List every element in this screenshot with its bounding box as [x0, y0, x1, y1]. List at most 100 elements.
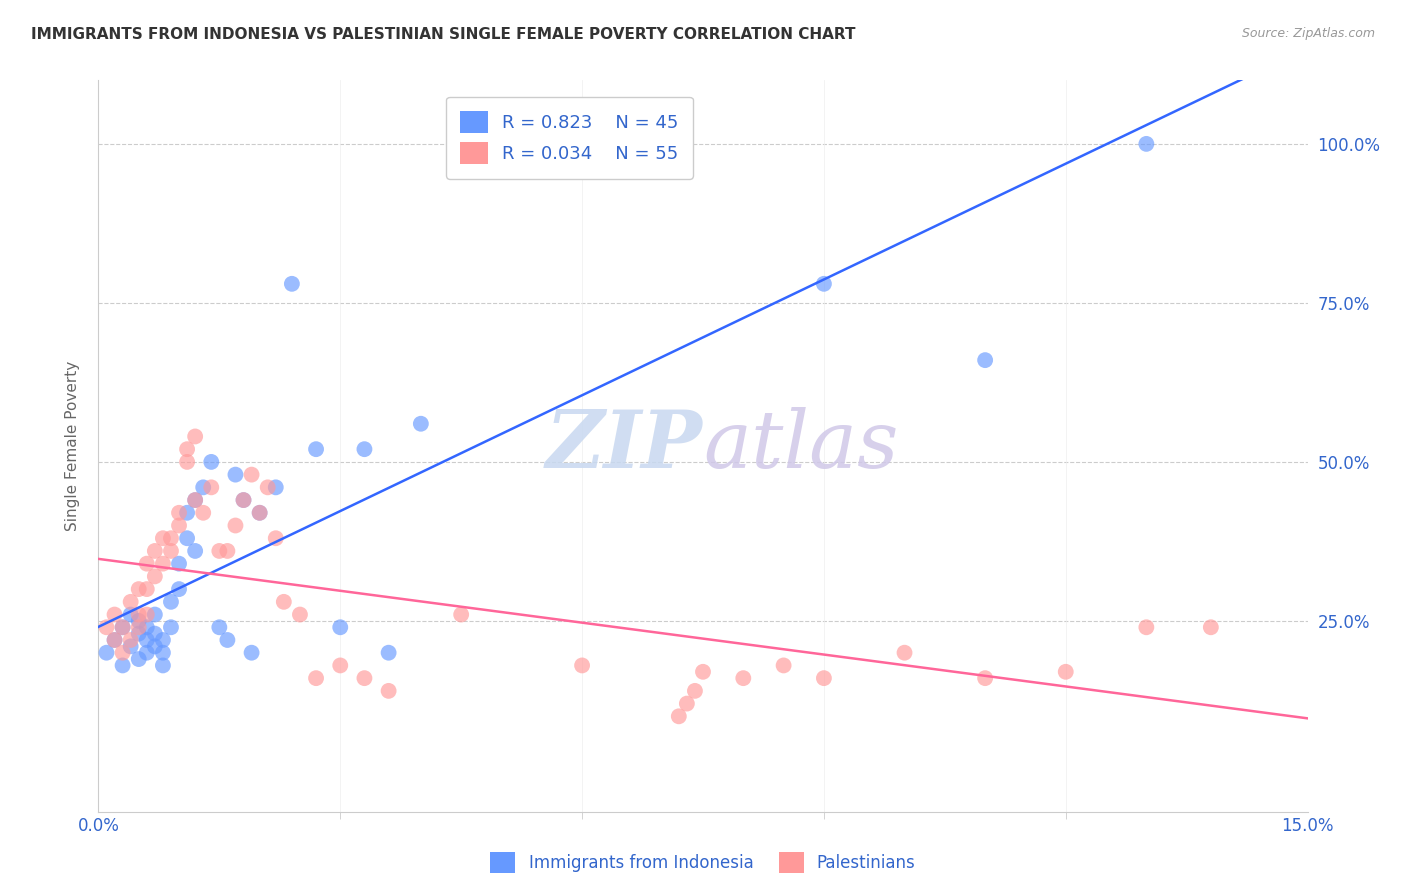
Point	[160, 595, 183, 609]
Point	[208, 544, 231, 558]
Point	[96, 646, 118, 660]
Point	[256, 480, 278, 494]
Point	[111, 620, 134, 634]
Text: IMMIGRANTS FROM INDONESIA VS PALESTINIAN SINGLE FEMALE POVERTY CORRELATION CHART: IMMIGRANTS FROM INDONESIA VS PALESTINIAN…	[31, 27, 855, 42]
Point	[974, 671, 997, 685]
Point	[128, 626, 150, 640]
Point	[135, 582, 157, 596]
Point	[184, 493, 207, 508]
Point	[152, 531, 174, 545]
Point	[288, 607, 311, 622]
Point	[224, 518, 246, 533]
Text: Source: ZipAtlas.com: Source: ZipAtlas.com	[1241, 27, 1375, 40]
Point	[305, 442, 328, 457]
Point	[167, 506, 190, 520]
Point	[120, 595, 142, 609]
Point	[232, 493, 254, 508]
Point	[103, 607, 125, 622]
Point	[193, 480, 215, 494]
Point	[135, 646, 157, 660]
Point	[184, 429, 207, 443]
Point	[264, 480, 287, 494]
Legend: R = 0.823    N = 45, R = 0.034    N = 55: R = 0.823 N = 45, R = 0.034 N = 55	[446, 96, 693, 178]
Point	[143, 640, 166, 654]
Point	[893, 646, 915, 660]
Point	[167, 582, 190, 596]
Point	[974, 353, 997, 368]
Point	[152, 658, 174, 673]
Point	[200, 480, 222, 494]
Point	[692, 665, 714, 679]
Point	[353, 671, 375, 685]
Point	[160, 620, 183, 634]
Point	[305, 671, 328, 685]
Point	[160, 544, 183, 558]
Point	[249, 506, 271, 520]
Point	[111, 620, 134, 634]
Point	[224, 467, 246, 482]
Point	[143, 626, 166, 640]
Point	[176, 442, 198, 457]
Point	[1199, 620, 1222, 634]
Point	[813, 277, 835, 291]
Point	[1135, 136, 1157, 151]
Legend: Immigrants from Indonesia, Palestinians: Immigrants from Indonesia, Palestinians	[484, 846, 922, 880]
Point	[120, 640, 142, 654]
Point	[353, 442, 375, 457]
Point	[240, 467, 263, 482]
Y-axis label: Single Female Poverty: Single Female Poverty	[65, 361, 80, 531]
Point	[813, 671, 835, 685]
Point	[143, 607, 166, 622]
Point	[176, 506, 198, 520]
Point	[240, 646, 263, 660]
Point	[772, 658, 794, 673]
Point	[329, 620, 352, 634]
Text: ZIP: ZIP	[546, 408, 703, 484]
Point	[1135, 620, 1157, 634]
Point	[668, 709, 690, 723]
Point	[120, 632, 142, 647]
Point	[612, 124, 634, 138]
Point	[135, 607, 157, 622]
Point	[200, 455, 222, 469]
Point	[217, 632, 239, 647]
Point	[152, 557, 174, 571]
Point	[103, 632, 125, 647]
Point	[329, 658, 352, 673]
Point	[152, 646, 174, 660]
Point	[571, 658, 593, 673]
Point	[176, 531, 198, 545]
Point	[128, 614, 150, 628]
Point	[152, 632, 174, 647]
Point	[128, 652, 150, 666]
Point	[103, 632, 125, 647]
Point	[128, 582, 150, 596]
Point	[160, 531, 183, 545]
Point	[208, 620, 231, 634]
Point	[281, 277, 304, 291]
Point	[128, 620, 150, 634]
Point	[167, 557, 190, 571]
Point	[111, 658, 134, 673]
Point	[232, 493, 254, 508]
Point	[264, 531, 287, 545]
Point	[193, 506, 215, 520]
Point	[249, 506, 271, 520]
Point	[167, 518, 190, 533]
Point	[135, 620, 157, 634]
Point	[1054, 665, 1077, 679]
Point	[450, 607, 472, 622]
Point	[135, 632, 157, 647]
Point	[176, 455, 198, 469]
Point	[409, 417, 432, 431]
Point	[184, 493, 207, 508]
Point	[676, 697, 699, 711]
Point	[135, 557, 157, 571]
Point	[273, 595, 295, 609]
Point	[143, 569, 166, 583]
Text: atlas: atlas	[703, 408, 898, 484]
Point	[377, 684, 399, 698]
Point	[120, 607, 142, 622]
Point	[128, 607, 150, 622]
Point	[96, 620, 118, 634]
